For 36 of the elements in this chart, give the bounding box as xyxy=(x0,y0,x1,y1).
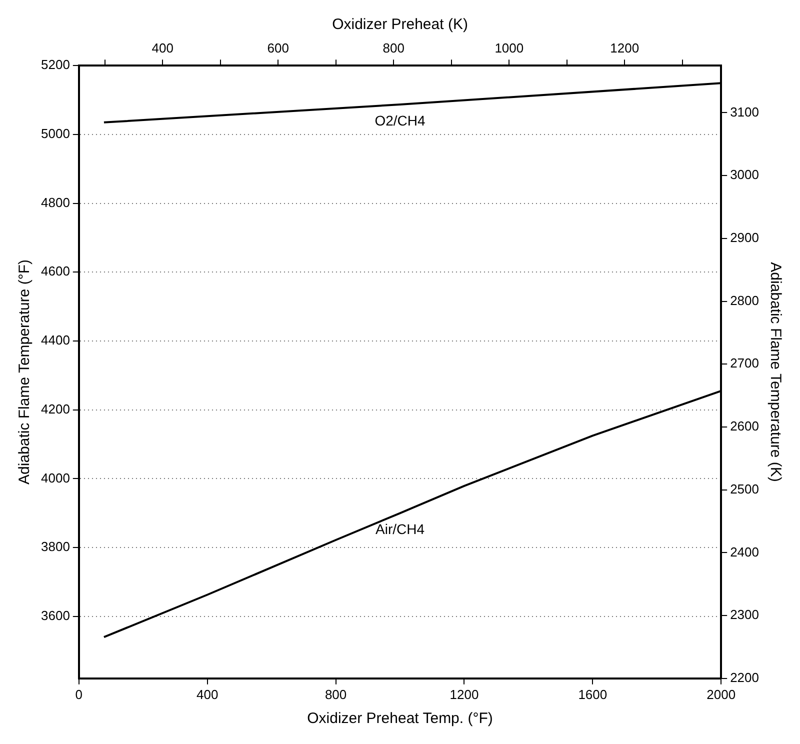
series-label: O2/CH4 xyxy=(374,112,426,128)
series-label: Air/CH4 xyxy=(375,521,425,538)
x-tick-label: 800 xyxy=(324,686,347,702)
y-tick-label: 3800 xyxy=(41,539,70,554)
y2-tick-label: 2400 xyxy=(730,544,759,560)
x2-tick-label: 400 xyxy=(152,40,174,56)
y2-tick-label: 2600 xyxy=(730,418,759,434)
x-tick-label: 2000 xyxy=(706,686,736,702)
y-tick-label: 5000 xyxy=(41,126,70,142)
y-axis-title: Adiabatic Flame Temperature (°F) xyxy=(16,260,34,484)
y2-tick-label: 3100 xyxy=(730,104,759,120)
x-tick-label: 1600 xyxy=(578,686,608,702)
y-tick-label: 4400 xyxy=(41,332,70,348)
y2-tick-label: 2700 xyxy=(730,356,759,371)
y2-axis-title: Adiabatic Flame Temperature (K) xyxy=(766,262,784,482)
x-tick-label: 1200 xyxy=(450,686,479,702)
y2-tick-label: 3000 xyxy=(730,167,759,182)
y2-tick-label: 2900 xyxy=(730,230,759,246)
y-tick-label: 4200 xyxy=(41,401,70,416)
y-tick-label: 3600 xyxy=(41,608,70,624)
y2-tick-label: 2500 xyxy=(730,481,759,496)
y-tick-label: 4000 xyxy=(41,470,70,486)
x-axis-title: Oxidizer Preheat Temp. (°F) xyxy=(307,710,493,728)
y2-tick-label: 2800 xyxy=(730,292,759,308)
y2-tick-label: 2200 xyxy=(730,670,759,685)
y-tick-label: 4800 xyxy=(41,194,70,210)
x-tick-label: 400 xyxy=(196,686,218,702)
y-tick-label: 5200 xyxy=(41,57,70,72)
x2-tick-label: 600 xyxy=(267,40,290,56)
x2-tick-label: 1000 xyxy=(494,40,524,56)
x-tick-label: 0 xyxy=(75,686,83,702)
y2-tick-label: 2300 xyxy=(730,607,759,622)
y-tick-label: 4600 xyxy=(41,264,70,279)
x2-axis-title: Oxidizer Preheat (K) xyxy=(332,16,468,34)
x2-tick-label: 1200 xyxy=(610,40,640,56)
x2-tick-label: 800 xyxy=(382,40,404,56)
